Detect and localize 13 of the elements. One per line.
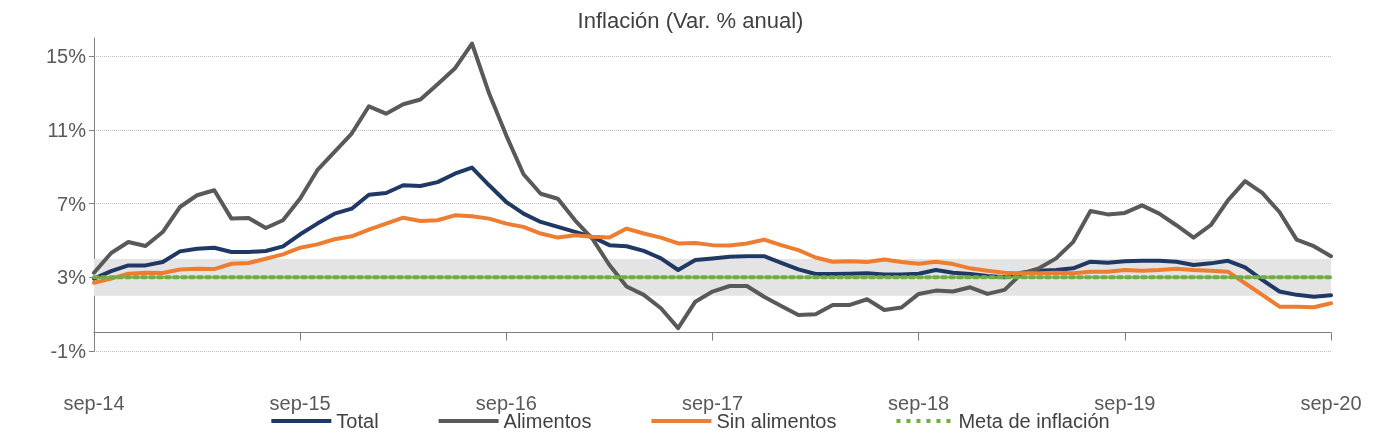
x-tick-label: sep-14: [63, 392, 125, 414]
y-tick-label: -1%: [50, 340, 87, 362]
x-tick-label: sep-18: [888, 392, 950, 414]
x-tick-label: sep-15: [269, 392, 331, 414]
line-series: [92, 213, 1333, 310]
legend-label: Total: [336, 410, 379, 432]
y-tick-label: 3%: [57, 266, 87, 289]
y-tick-label: 7%: [57, 192, 87, 215]
chart-title: Inflación (Var. % anual): [577, 7, 804, 33]
y-tick-label: 11%: [47, 119, 87, 142]
x-tick-label: sep-20: [1300, 392, 1362, 414]
line-series: [92, 165, 1333, 299]
y-tick-label: 15%: [45, 45, 87, 68]
